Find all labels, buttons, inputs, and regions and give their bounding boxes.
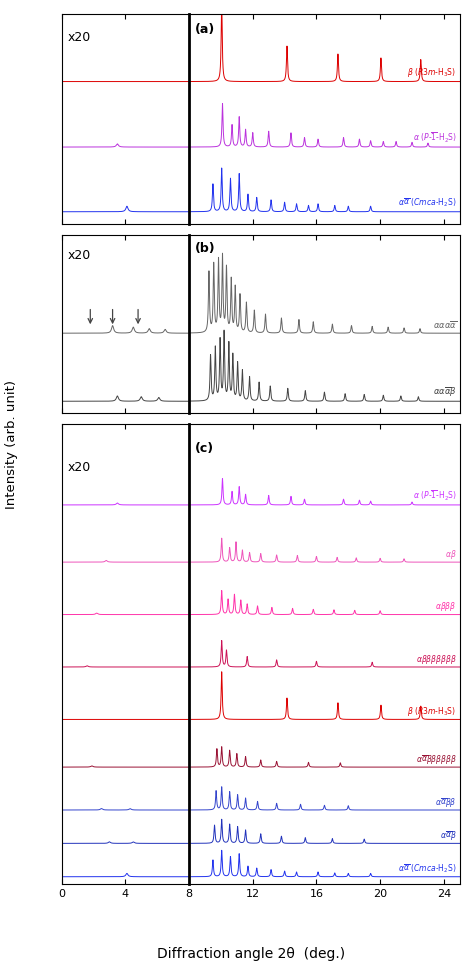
Text: $\alpha\beta\beta\beta\beta\beta\beta\beta$: $\alpha\beta\beta\beta\beta\beta\beta\be… <box>416 653 456 666</box>
Text: $\alpha\overline{\alpha}\beta\beta\beta\beta\beta\beta$: $\alpha\overline{\alpha}\beta\beta\beta\… <box>416 753 456 766</box>
Text: $\alpha\beta$: $\alpha\beta$ <box>445 548 456 560</box>
Text: $\alpha\overline{\alpha}$ ($Cmca$-H$_2$S): $\alpha\overline{\alpha}$ ($Cmca$-H$_2$S… <box>398 863 456 875</box>
Text: Diffraction angle 2θ  (deg.): Diffraction angle 2θ (deg.) <box>157 948 345 961</box>
Text: x20: x20 <box>68 461 91 473</box>
Text: $\alpha\beta\beta\beta$: $\alpha\beta\beta\beta$ <box>435 600 456 613</box>
Text: $\alpha\alpha\alpha\overline{\alpha}$: $\alpha\alpha\alpha\overline{\alpha}$ <box>432 319 456 331</box>
Text: (c): (c) <box>194 442 214 455</box>
Text: x20: x20 <box>68 249 91 262</box>
Text: $\alpha\overline{\alpha}\beta\beta$: $\alpha\overline{\alpha}\beta\beta$ <box>435 796 456 809</box>
Text: (b): (b) <box>194 242 215 255</box>
Text: (a): (a) <box>194 23 215 36</box>
Text: $\alpha$ ($P$-$\overline{1}$-H$_2$S): $\alpha$ ($P$-$\overline{1}$-H$_2$S) <box>412 489 456 503</box>
Text: $\alpha\overline{\alpha}\beta$: $\alpha\overline{\alpha}\beta$ <box>440 829 456 842</box>
Text: $\alpha$ ($P$-$\overline{1}$-H$_2$S): $\alpha$ ($P$-$\overline{1}$-H$_2$S) <box>412 130 456 145</box>
Text: Intensity (arb. unit): Intensity (arb. unit) <box>5 380 18 509</box>
Text: $\beta$ ($R3m$-H$_3$S): $\beta$ ($R3m$-H$_3$S) <box>408 67 456 79</box>
Text: x20: x20 <box>68 31 91 44</box>
Text: $\alpha\alpha\overline{\alpha}\beta$: $\alpha\alpha\overline{\alpha}\beta$ <box>433 386 456 399</box>
Text: $\alpha\overline{\alpha}$ ($Cmca$-H$_2$S): $\alpha\overline{\alpha}$ ($Cmca$-H$_2$S… <box>398 197 456 210</box>
Text: $\beta$ ($R3m$-H$_3$S): $\beta$ ($R3m$-H$_3$S) <box>408 705 456 718</box>
